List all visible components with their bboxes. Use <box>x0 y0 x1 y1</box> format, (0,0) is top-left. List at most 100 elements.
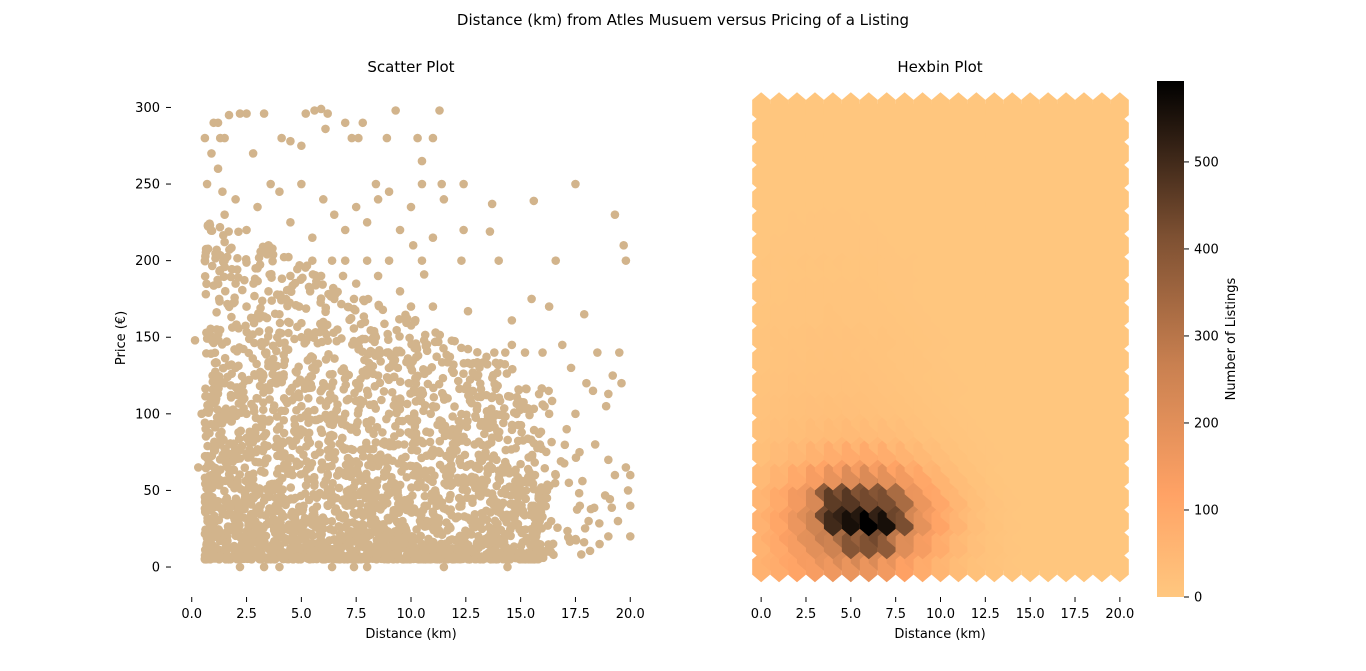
scatter-point <box>459 225 468 235</box>
scatter-point <box>497 488 506 498</box>
scatter-point <box>220 353 230 363</box>
scatter-point <box>272 434 282 444</box>
hexbin-cell <box>1110 390 1129 422</box>
scatter-point <box>225 449 235 459</box>
scatter-point <box>220 286 230 296</box>
scatter-point <box>493 519 502 529</box>
scatter-point <box>284 436 294 445</box>
colorbar-label: Number of Listings <box>1224 277 1239 400</box>
scatter-point <box>503 562 512 572</box>
scatter-point <box>215 475 224 485</box>
scatter-point <box>443 551 453 560</box>
scatter-point <box>439 195 449 204</box>
scatter-point <box>259 539 268 549</box>
scatter-point <box>232 345 241 354</box>
scatter-point <box>593 348 602 357</box>
scatter-point <box>372 422 382 432</box>
hexbin-cell <box>913 92 932 123</box>
hexbin-cell <box>1110 344 1129 376</box>
scatter-point <box>351 510 361 519</box>
scatter-point <box>499 404 509 413</box>
scatter-point <box>483 440 493 450</box>
scatter-point <box>395 525 404 535</box>
scatter-point <box>285 386 295 396</box>
scatter-point <box>344 370 354 380</box>
scatter-point <box>312 551 322 560</box>
scatter-point <box>365 453 375 463</box>
hexbin-cell <box>931 92 950 123</box>
scatter-point <box>513 492 523 502</box>
scatter-point <box>367 505 377 514</box>
scatter-point <box>374 300 383 310</box>
scatter-point <box>275 562 284 572</box>
scatter-point <box>534 389 544 399</box>
scatter-point <box>394 499 403 509</box>
scatter-point <box>529 196 539 206</box>
scatter-point <box>492 410 501 419</box>
scatter-point <box>211 367 220 377</box>
scatter-point <box>205 520 215 529</box>
scatter-point <box>288 507 297 517</box>
hexbin-cell <box>1110 482 1129 514</box>
scatter-point <box>338 414 348 424</box>
scatter-point <box>262 350 271 359</box>
scatter-point <box>190 335 200 345</box>
scatter-point <box>265 270 274 279</box>
hexbin-cell <box>1075 92 1093 123</box>
scatter-points <box>190 104 635 572</box>
scatter-point <box>529 528 538 538</box>
scatter-point <box>268 256 277 266</box>
scatter-point <box>482 360 492 369</box>
scatter-point <box>343 518 353 527</box>
scatter-point <box>308 233 317 242</box>
scatter-point <box>419 270 429 279</box>
hexbin-cell <box>1110 92 1129 123</box>
scatter-point <box>207 261 217 271</box>
scatter-point <box>541 447 551 457</box>
hexbin-cell <box>805 92 824 123</box>
scatter-point <box>416 396 426 406</box>
scatter-point <box>286 483 296 492</box>
scatter-point <box>401 452 410 462</box>
scatter-point <box>285 318 294 328</box>
scatter-point <box>619 241 628 250</box>
scatter-point <box>537 524 547 533</box>
scatter-point <box>275 422 284 431</box>
scatter-point <box>590 440 600 449</box>
scatter-point <box>409 409 419 418</box>
scatter-point <box>358 367 368 377</box>
scatter-point <box>525 410 534 420</box>
scatter-point <box>200 133 210 143</box>
scatter-point <box>328 492 338 501</box>
scatter-point <box>255 260 265 269</box>
scatter-point <box>430 491 439 501</box>
scatter-point <box>257 296 267 306</box>
scatter-point <box>265 395 274 404</box>
scatter-point <box>368 333 378 343</box>
scatter-point <box>295 460 304 469</box>
scatter-point <box>285 298 294 307</box>
scatter-point <box>296 554 306 564</box>
scatter-point <box>299 379 309 388</box>
scatter-point <box>286 271 295 281</box>
scatter-point <box>457 499 466 508</box>
scatter-point <box>395 377 405 387</box>
scatter-point <box>276 491 286 500</box>
scatter-point <box>572 505 582 514</box>
scatter-point <box>249 318 259 328</box>
scatter-point <box>293 264 302 274</box>
scatter-point <box>607 503 617 512</box>
scatter-point <box>485 423 495 432</box>
scatter-point <box>563 526 572 536</box>
scatter-point <box>213 118 223 128</box>
scatter-subplot: Scatter Plot 0.0 2.5 5.0 7.5 10.0 12.5 15.0 17.… <box>114 58 645 642</box>
x-tick-label: 5.0 <box>291 607 312 622</box>
scatter-point <box>600 491 610 500</box>
scatter-point <box>213 164 223 174</box>
scatter-point <box>460 384 469 394</box>
scatter-point <box>329 431 338 441</box>
scatter-point <box>506 491 516 500</box>
scatter-point <box>452 446 461 455</box>
scatter-point <box>544 302 554 311</box>
scatter-point <box>584 516 593 526</box>
